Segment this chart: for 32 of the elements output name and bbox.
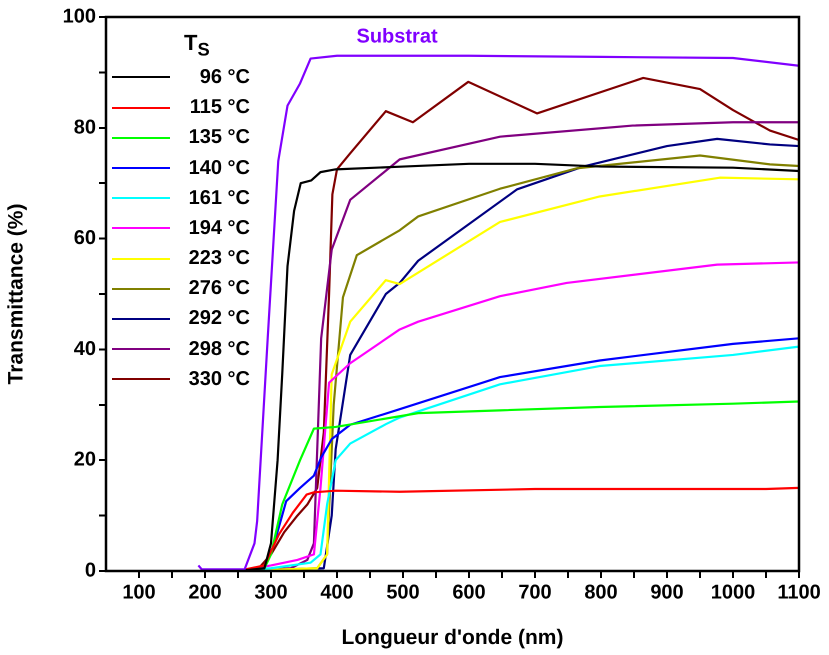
x-axis-title: Longueur d'onde (nm)	[342, 626, 564, 650]
x-tick-label: 1000	[710, 582, 756, 604]
x-tick-label: 1100	[777, 582, 821, 604]
legend-label: 140 °C	[188, 156, 250, 180]
legend-label: 194 °C	[188, 216, 250, 240]
y-tick-label: 100	[62, 6, 96, 28]
legend-label: 161 °C	[188, 186, 250, 210]
legend-label: 115 °C	[188, 96, 250, 120]
y-tick-label: 60	[74, 227, 96, 250]
x-tick-label: 600	[452, 582, 486, 604]
annotation: Substrat	[356, 26, 438, 48]
legend-label: 223 °C	[188, 247, 250, 270]
x-tick-label: 800	[584, 582, 618, 604]
y-tick-label: 40	[74, 338, 96, 360]
x-tick-label: 900	[650, 582, 684, 604]
legend-label: 292 °C	[188, 307, 250, 330]
x-tick-label: 700	[518, 582, 552, 604]
y-tick-label: 20	[74, 448, 96, 471]
y-tick-label: 80	[74, 116, 96, 138]
x-tick-label: 200	[188, 582, 222, 604]
x-tick-label: 100	[122, 582, 156, 604]
legend-label: 330 °C	[188, 368, 250, 391]
x-tick-label: 300	[254, 582, 288, 604]
x-tick-label: 500	[386, 582, 420, 604]
legend-label: 298 °C	[188, 338, 250, 361]
legend-label: 96 °C	[198, 66, 250, 89]
x-tick-label: 400	[320, 582, 354, 604]
y-axis-title: Transmittance (%)	[4, 204, 28, 384]
legend-label: 276 °C	[188, 277, 250, 300]
y-tick-label: 0	[84, 560, 96, 582]
legend-label: 135 °C	[188, 126, 250, 150]
legend-title: T$_{S}$	[184, 30, 211, 62]
